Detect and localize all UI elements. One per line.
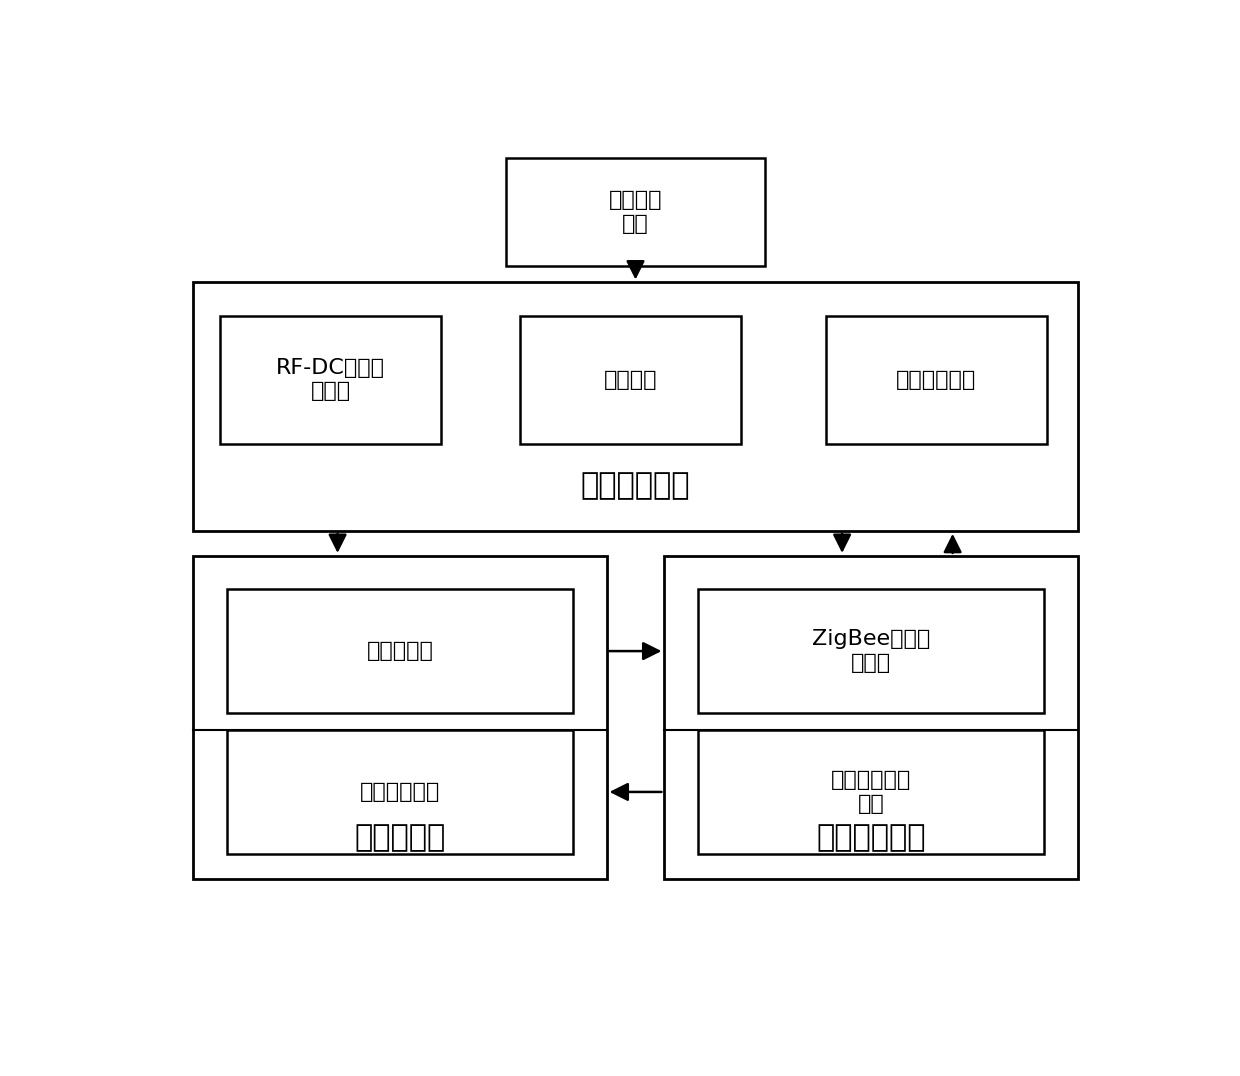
Text: 能量天线
模块: 能量天线 模块 — [609, 190, 662, 233]
Bar — [193, 282, 1078, 530]
Bar — [665, 556, 1078, 879]
Bar — [506, 158, 765, 266]
Bar — [221, 315, 441, 444]
Bar — [698, 730, 1044, 854]
Bar — [227, 730, 573, 854]
Bar — [227, 589, 573, 713]
Bar — [826, 315, 1047, 444]
Text: 应力度传感器: 应力度传感器 — [360, 782, 440, 802]
Text: 能量转换模块: 能量转换模块 — [580, 471, 691, 500]
Text: ZigBee无线通
信模块: ZigBee无线通 信模块 — [812, 629, 930, 672]
Text: 稳压模块: 稳压模块 — [604, 370, 657, 390]
Text: 温度传感器: 温度传感器 — [367, 641, 434, 661]
Text: 微处理器控制
模块: 微处理器控制 模块 — [831, 770, 911, 813]
Bar — [521, 315, 742, 444]
Text: 微处理器模块: 微处理器模块 — [816, 823, 926, 852]
Bar — [193, 556, 606, 879]
Text: 能量存储模块: 能量存储模块 — [897, 370, 976, 390]
Text: RF-DC能量转
换模块: RF-DC能量转 换模块 — [277, 358, 386, 401]
Text: 传感器模块: 传感器模块 — [355, 823, 445, 852]
Bar — [698, 589, 1044, 713]
